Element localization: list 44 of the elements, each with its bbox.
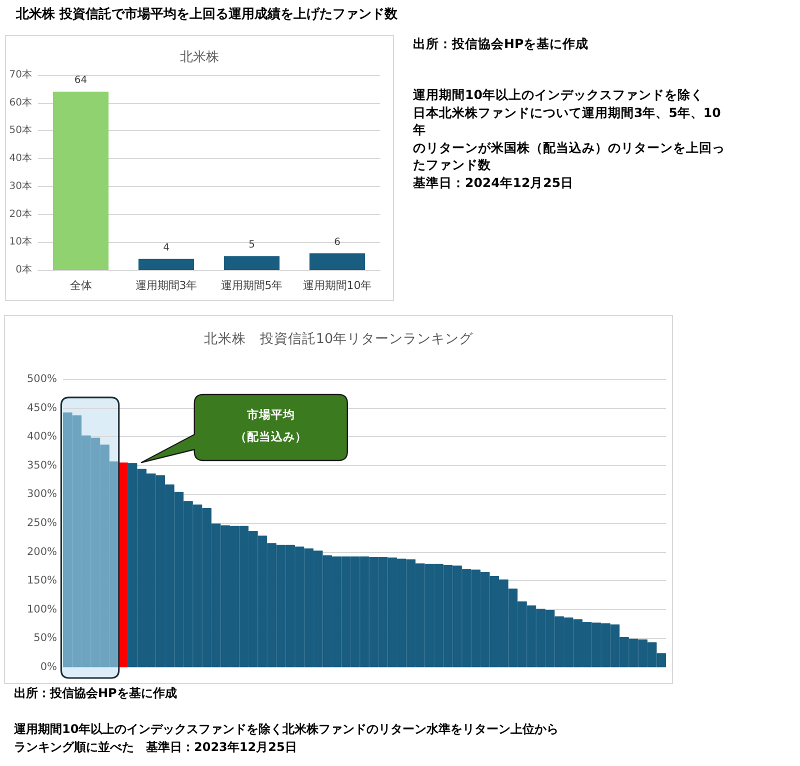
text: 出所：投信協会HPを基に作成	[413, 35, 589, 52]
y-tick-label: 450%	[26, 402, 58, 414]
y-tick-label: 350%	[26, 459, 58, 472]
bar	[118, 462, 128, 667]
data-label: 64	[74, 75, 88, 86]
text: 日本北米株ファンドについて運用期間3年、5年、10年	[413, 104, 722, 138]
text: 運用期間10年以上のインデックスファンドを除く	[413, 86, 704, 104]
x-tick-label: 運用期間5年	[220, 279, 283, 292]
text: 運用期間10年以上のインデックスファンドを除く北米株ファンドのリターン水準をリターン上位からランキング順に並べた 基準日：2023年12月25日	[14, 721, 560, 756]
bar	[138, 258, 194, 270]
y-tick-label: 70本	[9, 68, 32, 80]
y-tick-label: 30本	[9, 180, 32, 192]
y-tick-label: 100%	[26, 603, 58, 616]
y-tick-label: 400%	[26, 430, 58, 443]
y-tick-label: 0%	[40, 661, 58, 673]
bar	[224, 256, 280, 270]
y-tick-label: 150%	[26, 574, 58, 587]
y-tick-label: 300%	[26, 488, 58, 500]
x-tick-label: 運用期間10年	[302, 279, 372, 292]
data-label: 6	[334, 236, 340, 248]
bar	[52, 92, 109, 270]
annotation: 市場平均	[246, 408, 295, 422]
text: のリターンが米国株（配当込み）のリターンを上回ったファンド数	[413, 138, 725, 174]
chart-title: 北米株 投資信託10年リターンランキング	[204, 331, 474, 347]
chart-title: 北米株	[180, 50, 219, 65]
y-tick-label: 40本	[9, 152, 32, 164]
text: 北米株 投資信託で市場平均を上回る運用成績を上げたファンド数	[16, 6, 398, 24]
text: 基準日：2024年12月25日	[413, 174, 575, 191]
x-tick-label: 全体	[70, 279, 92, 292]
y-tick-label: 500%	[26, 373, 58, 385]
y-tick-label: 50本	[9, 124, 32, 136]
y-tick-label: 20本	[9, 208, 32, 220]
data-label: 5	[248, 240, 255, 251]
annotation: （配当込み）	[234, 430, 307, 444]
y-tick-label: 50%	[34, 632, 58, 644]
y-tick-label: 60本	[9, 96, 32, 108]
y-tick-label: 200%	[26, 546, 58, 558]
data-label: 4	[163, 242, 170, 254]
y-tick-label: 10本	[9, 236, 32, 248]
bar	[309, 253, 366, 270]
x-tick-label: 運用期間3年	[135, 279, 198, 292]
y-tick-label: 250%	[26, 517, 58, 529]
text: 出所：投信協会HPを基に作成	[14, 685, 177, 702]
y-tick-label: 0本	[16, 264, 32, 276]
